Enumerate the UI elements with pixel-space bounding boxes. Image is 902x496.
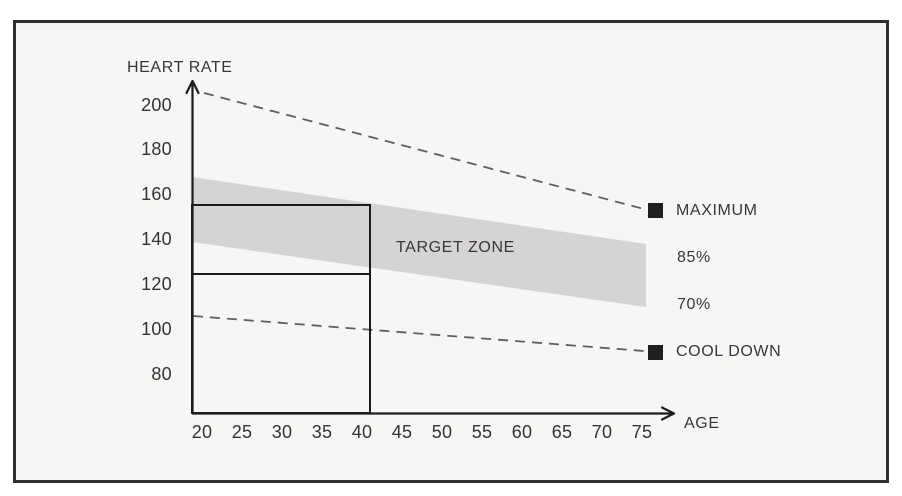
x-tick-35: 35 (311, 422, 333, 442)
cool-down-label: COOL DOWN (676, 343, 782, 360)
maximum-marker-icon (648, 203, 663, 218)
x-tick-40: 40 (351, 422, 373, 442)
maximum-label: MAXIMUM (676, 202, 758, 219)
pct-70-label: 70% (677, 296, 711, 313)
x-tick-65: 65 (551, 422, 573, 442)
x-tick-60: 60 (511, 422, 533, 442)
x-tick-50: 50 (431, 422, 453, 442)
y-tick-100: 100 (141, 319, 172, 339)
x-tick-30: 30 (271, 422, 293, 442)
x-tick-20: 20 (191, 422, 213, 442)
maximum-line (203, 92, 645, 210)
y-tick-160: 160 (141, 184, 172, 204)
y-tick-200: 200 (141, 95, 172, 115)
cool-down-line (192, 315, 645, 352)
y-axis-arrow-icon (185, 79, 200, 95)
target-zone-label: TARGET ZONE (396, 239, 515, 256)
y-tick-140: 140 (141, 229, 172, 249)
x-axis-title: AGE (684, 415, 720, 432)
x-axis-arrow-icon (660, 406, 676, 421)
y-tick-120: 120 (141, 274, 172, 294)
x-tick-75: 75 (631, 422, 653, 442)
pct-85-label: 85% (677, 249, 711, 266)
x-tick-55: 55 (471, 422, 493, 442)
y-tick-80: 80 (151, 364, 172, 384)
y-axis-title: HEART RATE (127, 59, 233, 76)
target-zone-band (192, 177, 646, 307)
x-tick-70: 70 (591, 422, 613, 442)
cool-down-marker-icon (648, 345, 663, 360)
x-tick-25: 25 (231, 422, 253, 442)
y-tick-180: 180 (141, 139, 172, 159)
x-tick-45: 45 (391, 422, 413, 442)
